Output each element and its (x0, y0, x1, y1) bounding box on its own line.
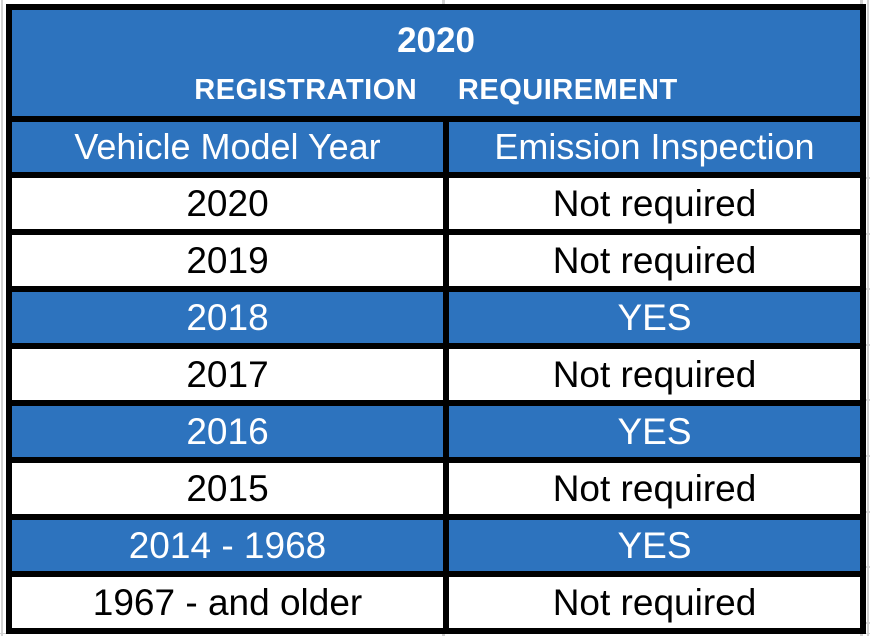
gridline-right-vertical (867, 0, 869, 636)
cell-model-year[interactable]: 2014 - 1968 (6, 514, 449, 577)
table-title-row: 2020 REGISTRATION REQUIREMENT (6, 4, 866, 122)
cell-emission-inspection[interactable]: Not required (443, 343, 866, 406)
table-row: 2018 YES (6, 286, 866, 349)
cell-emission-inspection[interactable]: Not required (443, 172, 866, 235)
column-header-row: Vehicle Model Year Emission Inspection (6, 116, 866, 178)
cell-model-year[interactable]: 2015 (6, 457, 449, 520)
cell-emission-inspection[interactable]: YES (443, 514, 866, 577)
title-year: 2020 (397, 21, 475, 60)
cell-emission-inspection[interactable]: Not required (443, 457, 866, 520)
cell-emission-inspection[interactable]: Not required (443, 229, 866, 292)
table-row: 2020 Not required (6, 172, 866, 235)
table-title-cell[interactable]: 2020 REGISTRATION REQUIREMENT (6, 4, 866, 122)
table-row: 2014 - 1968 YES (6, 514, 866, 577)
cell-model-year[interactable]: 2018 (6, 286, 449, 349)
table-row: 2016 YES (6, 400, 866, 463)
cell-emission-inspection[interactable]: Not required (443, 571, 866, 634)
cell-model-year[interactable]: 2016 (6, 400, 449, 463)
title-text: REGISTRATION REQUIREMENT (194, 74, 678, 106)
registration-requirement-table: 2020 REGISTRATION REQUIREMENT Vehicle Mo… (6, 4, 866, 634)
cell-emission-inspection[interactable]: YES (443, 400, 866, 463)
table-row: 2015 Not required (6, 457, 866, 520)
table-row: 1967 - and older Not required (6, 571, 866, 634)
cell-model-year[interactable]: 1967 - and older (6, 571, 449, 634)
cell-model-year[interactable]: 2020 (6, 172, 449, 235)
column-header-emission-inspection[interactable]: Emission Inspection (443, 116, 866, 178)
cell-model-year[interactable]: 2019 (6, 229, 449, 292)
table-row: 2017 Not required (6, 343, 866, 406)
table-row: 2019 Not required (6, 229, 866, 292)
gridline-left-vertical (1, 0, 3, 636)
cell-emission-inspection[interactable]: YES (443, 286, 866, 349)
column-header-model-year[interactable]: Vehicle Model Year (6, 116, 449, 178)
cell-model-year[interactable]: 2017 (6, 343, 449, 406)
